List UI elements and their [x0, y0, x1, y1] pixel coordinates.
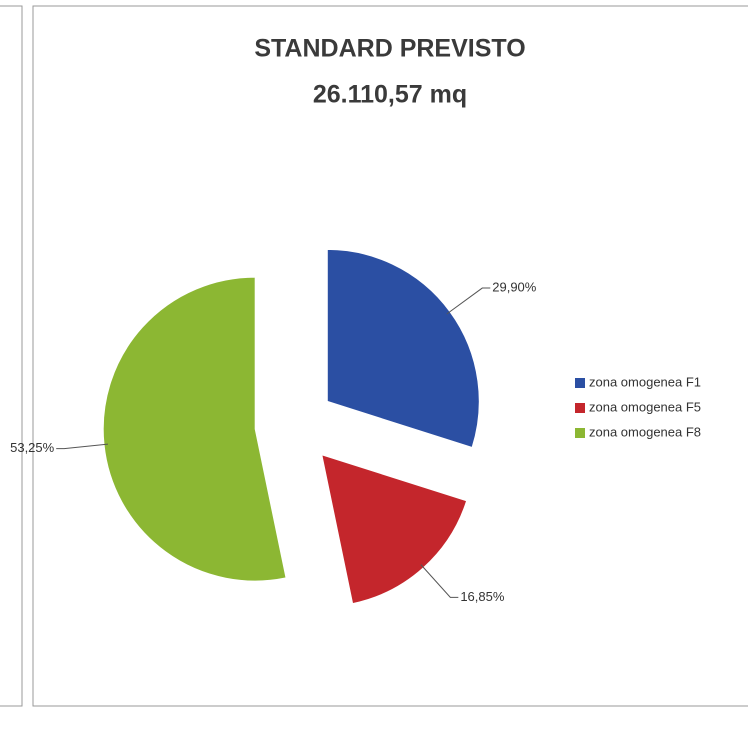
legend-swatch: [575, 378, 585, 388]
legend-label: zona omogenea F1: [589, 374, 701, 389]
data-label: 53,25%: [10, 440, 55, 455]
chart-subtitle: 26.110,57 mq: [313, 81, 467, 109]
leader-line: [446, 287, 491, 315]
pie-slice: [102, 276, 287, 582]
pie-slice: [321, 453, 468, 605]
legend-label: zona omogenea F5: [589, 399, 701, 414]
legend-swatch: [575, 403, 585, 413]
left-panel-border: [0, 5, 23, 707]
chart-border: [32, 5, 748, 707]
data-label: 16,85%: [460, 589, 505, 604]
leader-line: [420, 564, 459, 598]
legend-swatch: [575, 428, 585, 438]
legend-label: zona omogenea F8: [589, 424, 701, 439]
pie-slice: [326, 248, 480, 449]
chart-title: STANDARD PREVISTO: [254, 35, 525, 63]
leader-line: [56, 443, 109, 450]
data-label: 29,90%: [492, 279, 537, 294]
